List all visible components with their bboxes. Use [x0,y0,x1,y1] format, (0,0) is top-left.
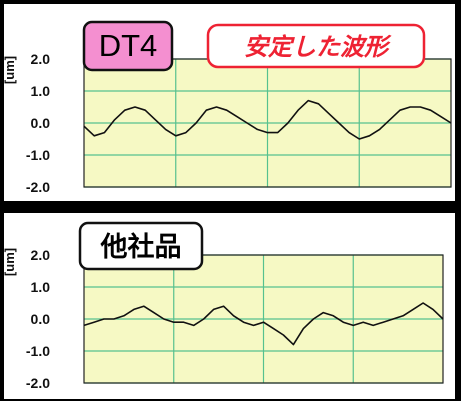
dt4-badge-label: DT4 [99,28,158,63]
dt4-badge-box [82,20,174,72]
stable-waveform-callout: 安定した波形 [206,23,426,69]
callout-box [206,23,426,69]
y-tick-label: 0.0 [31,115,51,131]
callout-label: 安定した波形 [244,33,392,61]
y-tick-label: -2.0 [26,375,50,391]
y-tick-label: 1.0 [31,279,51,295]
y-tick-label: -2.0 [26,179,50,195]
waveform-line [83,99,452,140]
y-tick-label: 2.0 [31,51,51,67]
y-tick-label: 0.0 [31,311,51,327]
competitor-badge-box [78,221,204,271]
dt4-chart: 2.0 1.0 0.0 -1.0 -2.0 [um] [2,51,452,195]
y-tick-label: -1.0 [26,147,50,163]
competitor-badge: 他社品 [78,221,204,271]
y-tick-label: 2.0 [31,247,51,263]
dt4-badge: DT4 [82,20,174,72]
y-tick-label: 1.0 [31,83,51,99]
y-axis-label: [um] [2,248,17,276]
y-tick-label: -1.0 [26,343,50,359]
y-axis-label: [um] [2,56,17,84]
competitor-badge-label: 他社品 [100,231,182,263]
competitor-chart: 2.0 1.0 0.0 -1.0 -2.0 [um] [2,247,444,391]
waveform-line [83,302,444,346]
